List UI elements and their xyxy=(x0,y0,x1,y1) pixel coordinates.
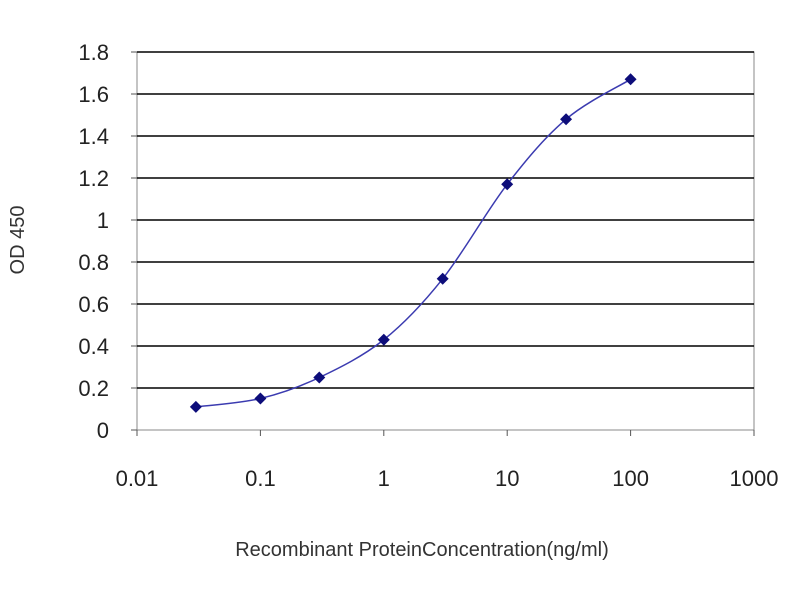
y-tick-label: 1.2 xyxy=(78,166,109,191)
data-point-marker xyxy=(501,178,514,191)
x-axis-label: Recombinant ProteinConcentration(ng/ml) xyxy=(235,539,609,561)
gridlines xyxy=(137,51,754,389)
y-tick-label: 1.6 xyxy=(78,82,109,107)
data-point-marker xyxy=(254,392,267,405)
plot-area xyxy=(136,51,755,431)
y-tick-label: 0.2 xyxy=(78,376,109,401)
y-tick-label: 1.8 xyxy=(78,40,109,65)
x-tick-label: 10 xyxy=(495,466,519,491)
x-tick-label: 100 xyxy=(612,466,649,491)
data-point-marker xyxy=(313,371,326,384)
y-axis-ticks: 0 0.2 0.4 0.6 0.8 1 1.2 1.4 1.6 1.8 xyxy=(78,40,137,443)
data-point-marker xyxy=(189,400,202,413)
x-tick-label: 0.01 xyxy=(116,466,159,491)
series-markers xyxy=(189,73,637,413)
x-tick-label: 1 xyxy=(378,466,390,491)
y-tick-label: 0.8 xyxy=(78,250,109,275)
data-point-marker xyxy=(560,113,573,126)
data-point-marker xyxy=(436,272,449,285)
data-point-marker xyxy=(624,73,637,86)
x-tick-label: 0.1 xyxy=(245,466,276,491)
data-point-marker xyxy=(377,333,390,346)
x-tick-label: 1000 xyxy=(730,466,779,491)
series-line xyxy=(195,78,631,408)
y-tick-label: 0 xyxy=(97,418,109,443)
x-axis-ticks: 0.01 0.1 1 10 100 1000 xyxy=(116,430,779,491)
y-tick-label: 0.6 xyxy=(78,292,109,317)
y-tick-label: 1 xyxy=(97,208,109,233)
y-tick-label: 1.4 xyxy=(78,124,109,149)
y-axis-label: OD 450 xyxy=(7,206,29,275)
y-tick-label: 0.4 xyxy=(78,334,109,359)
